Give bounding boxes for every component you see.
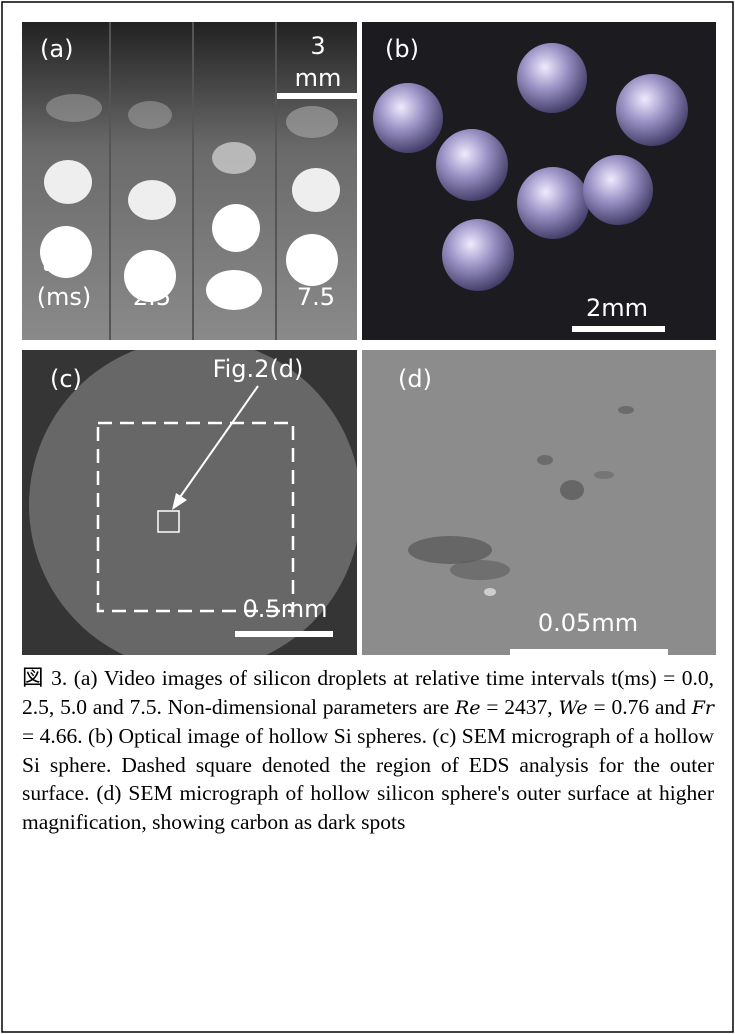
caption-symbol: Fr (692, 697, 714, 719)
scale-label: 0.05mm (538, 609, 638, 637)
time-label: t=0 (42, 249, 87, 277)
caption-text: = 2437, (481, 695, 559, 719)
panel-a: (a) 3 mm t=0 (ms) 2.5 5 7.5 (22, 22, 357, 340)
time-unit: (ms) (37, 283, 92, 311)
figure: (a) 3 mm t=0 (ms) 2.5 5 7.5 (b) 2mm (c) … (0, 0, 735, 1034)
panel-label: (c) (50, 365, 82, 393)
panel-label: (a) (40, 35, 73, 63)
scale-value: 3 (310, 32, 325, 60)
panel-label: (b) (385, 35, 419, 63)
caption: 図 3. (a) Video images of silicon droplet… (22, 664, 714, 836)
page: (a) 3 mm t=0 (ms) 2.5 5 7.5 (b) 2mm (c) … (0, 0, 735, 1034)
callout: Fig.2(d) (213, 355, 304, 383)
scale-label: 2mm (586, 294, 648, 322)
time-label: 5 (226, 283, 241, 311)
time-label: 2.5 (133, 283, 171, 311)
panel-b: (b) 2mm (362, 22, 716, 340)
panel-c: (c) Fig.2(d) 0.5mm (22, 339, 361, 671)
caption-symbol: We (558, 697, 587, 719)
caption-text: = 4.66. (b) Optical image of hollow Si s… (22, 724, 714, 834)
panel-label: (d) (398, 365, 432, 393)
panel-d: (d) 0.05mm (362, 350, 716, 655)
scale-unit: mm (295, 64, 342, 92)
scale-label: 0.5mm (243, 595, 328, 623)
caption-symbol: Re (455, 697, 481, 719)
time-label: 7.5 (297, 283, 335, 311)
caption-text: = 0.76 and (588, 695, 692, 719)
